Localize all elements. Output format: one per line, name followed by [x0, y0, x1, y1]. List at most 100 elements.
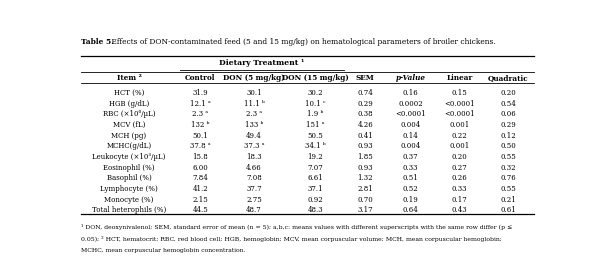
Text: 18.3: 18.3 — [246, 153, 262, 161]
Text: 44.5: 44.5 — [193, 206, 208, 214]
Text: 0.20: 0.20 — [500, 89, 517, 97]
Text: p-Value: p-Value — [395, 74, 425, 82]
Text: Eosinophil (%): Eosinophil (%) — [103, 164, 155, 172]
Text: 0.19: 0.19 — [403, 196, 418, 204]
Text: 2.75: 2.75 — [246, 196, 262, 204]
Text: 0.06: 0.06 — [500, 111, 517, 119]
Text: HGB (g/dL): HGB (g/dL) — [109, 100, 149, 108]
Text: 0.29: 0.29 — [500, 121, 517, 129]
Text: 0.004: 0.004 — [400, 142, 421, 151]
Text: 37.8 ᵃ: 37.8 ᵃ — [190, 142, 211, 151]
Text: 3.17: 3.17 — [358, 206, 373, 214]
Text: 37.3 ᵃ: 37.3 ᵃ — [244, 142, 264, 151]
Text: 0.001: 0.001 — [449, 142, 470, 151]
Text: 41.2: 41.2 — [193, 185, 208, 193]
Text: 0.32: 0.32 — [500, 164, 517, 172]
Text: 1.9 ᵇ: 1.9 ᵇ — [307, 111, 323, 119]
Text: 0.33: 0.33 — [403, 164, 418, 172]
Text: 0.41: 0.41 — [358, 132, 373, 140]
Text: 30.1: 30.1 — [246, 89, 262, 97]
Text: 50.1: 50.1 — [193, 132, 208, 140]
Text: 7.84: 7.84 — [193, 174, 208, 182]
Text: 0.05); ² HCT, hematocrit; RBC, red blood cell; HGB, hemoglobin; MCV, mean corpus: 0.05); ² HCT, hematocrit; RBC, red blood… — [80, 236, 502, 242]
Text: 0.0002: 0.0002 — [398, 100, 423, 108]
Text: 0.93: 0.93 — [358, 164, 373, 172]
Text: Monocyte (%): Monocyte (%) — [104, 196, 154, 204]
Text: 0.12: 0.12 — [500, 132, 517, 140]
Text: 1.85: 1.85 — [358, 153, 373, 161]
Text: 0.001: 0.001 — [449, 121, 470, 129]
Text: 0.22: 0.22 — [452, 132, 467, 140]
Text: ¹ DON, deoxynivalenol; SEM, standard error of mean (n = 5); a,b,c: means values : ¹ DON, deoxynivalenol; SEM, standard err… — [80, 223, 512, 229]
Text: 0.74: 0.74 — [358, 89, 373, 97]
Text: <0.0001: <0.0001 — [444, 111, 475, 119]
Text: 0.54: 0.54 — [500, 100, 517, 108]
Text: 2.15: 2.15 — [193, 196, 208, 204]
Text: 0.55: 0.55 — [500, 185, 517, 193]
Text: Linear: Linear — [446, 74, 473, 82]
Text: 132 ᵇ: 132 ᵇ — [191, 121, 209, 129]
Text: 49.4: 49.4 — [246, 132, 262, 140]
Text: 0.55: 0.55 — [500, 153, 517, 161]
Text: 11.1 ᵇ: 11.1 ᵇ — [244, 100, 265, 108]
Text: RBC (×10⁶/µL): RBC (×10⁶/µL) — [103, 111, 155, 119]
Text: 31.9: 31.9 — [193, 89, 208, 97]
Text: MCH (pg): MCH (pg) — [112, 132, 146, 140]
Text: 0.43: 0.43 — [452, 206, 467, 214]
Text: Table 5.: Table 5. — [80, 38, 113, 46]
Text: DON (15 mg/kg): DON (15 mg/kg) — [282, 74, 349, 82]
Text: 0.76: 0.76 — [500, 174, 517, 182]
Text: 0.29: 0.29 — [358, 100, 373, 108]
Text: Leukocyte (×10³/µL): Leukocyte (×10³/µL) — [92, 153, 166, 161]
Text: MCV (fL): MCV (fL) — [113, 121, 145, 129]
Text: <0.0001: <0.0001 — [395, 111, 426, 119]
Text: 4.26: 4.26 — [358, 121, 373, 129]
Text: 151 ᵃ: 151 ᵃ — [306, 121, 325, 129]
Text: 2.3 ᵃ: 2.3 ᵃ — [192, 111, 208, 119]
Text: 2.81: 2.81 — [358, 185, 373, 193]
Text: 4.66: 4.66 — [246, 164, 262, 172]
Text: 12.1 ᵃ: 12.1 ᵃ — [190, 100, 211, 108]
Text: MCHC, mean corpuscular hemoglobin concentration.: MCHC, mean corpuscular hemoglobin concen… — [80, 248, 245, 253]
Text: Total heterophils (%): Total heterophils (%) — [92, 206, 166, 214]
Text: 0.15: 0.15 — [452, 89, 467, 97]
Text: 15.8: 15.8 — [193, 153, 208, 161]
Text: 0.50: 0.50 — [500, 142, 517, 151]
Text: Basophil (%): Basophil (%) — [107, 174, 151, 182]
Text: <0.0001: <0.0001 — [444, 100, 475, 108]
Text: Dietary Treatment ¹: Dietary Treatment ¹ — [219, 59, 304, 67]
Text: 0.004: 0.004 — [400, 121, 421, 129]
Text: 0.16: 0.16 — [403, 89, 418, 97]
Text: Quadratic: Quadratic — [488, 74, 529, 82]
Text: 0.52: 0.52 — [403, 185, 418, 193]
Text: Lymphocyte (%): Lymphocyte (%) — [100, 185, 158, 193]
Text: 0.93: 0.93 — [358, 142, 373, 151]
Text: 0.21: 0.21 — [500, 196, 517, 204]
Text: 7.07: 7.07 — [307, 164, 323, 172]
Text: 0.27: 0.27 — [452, 164, 467, 172]
Text: Effects of DON-contaminated feed (5 and 15 mg/kg) on hematological parameters of: Effects of DON-contaminated feed (5 and … — [109, 38, 496, 46]
Text: 0.17: 0.17 — [452, 196, 467, 204]
Text: 0.51: 0.51 — [403, 174, 418, 182]
Text: Control: Control — [185, 74, 215, 82]
Text: MCHC(g/dL): MCHC(g/dL) — [106, 142, 151, 151]
Text: 0.26: 0.26 — [452, 174, 467, 182]
Text: 2.3 ᵃ: 2.3 ᵃ — [246, 111, 262, 119]
Text: 0.70: 0.70 — [358, 196, 373, 204]
Text: 0.92: 0.92 — [307, 196, 323, 204]
Text: HCT (%): HCT (%) — [113, 89, 144, 97]
Text: 0.38: 0.38 — [358, 111, 373, 119]
Text: 19.2: 19.2 — [307, 153, 323, 161]
Text: Item ²: Item ² — [116, 74, 141, 82]
Text: 10.1 ᶜ: 10.1 ᶜ — [305, 100, 326, 108]
Text: 0.61: 0.61 — [500, 206, 517, 214]
Text: 0.20: 0.20 — [452, 153, 467, 161]
Text: 1.32: 1.32 — [358, 174, 373, 182]
Text: 30.2: 30.2 — [307, 89, 323, 97]
Text: 7.08: 7.08 — [246, 174, 262, 182]
Text: 48.7: 48.7 — [246, 206, 262, 214]
Text: 37.7: 37.7 — [246, 185, 262, 193]
Text: SEM: SEM — [356, 74, 374, 82]
Text: 6.61: 6.61 — [307, 174, 323, 182]
Text: DON (5 mg/kg): DON (5 mg/kg) — [223, 74, 285, 82]
